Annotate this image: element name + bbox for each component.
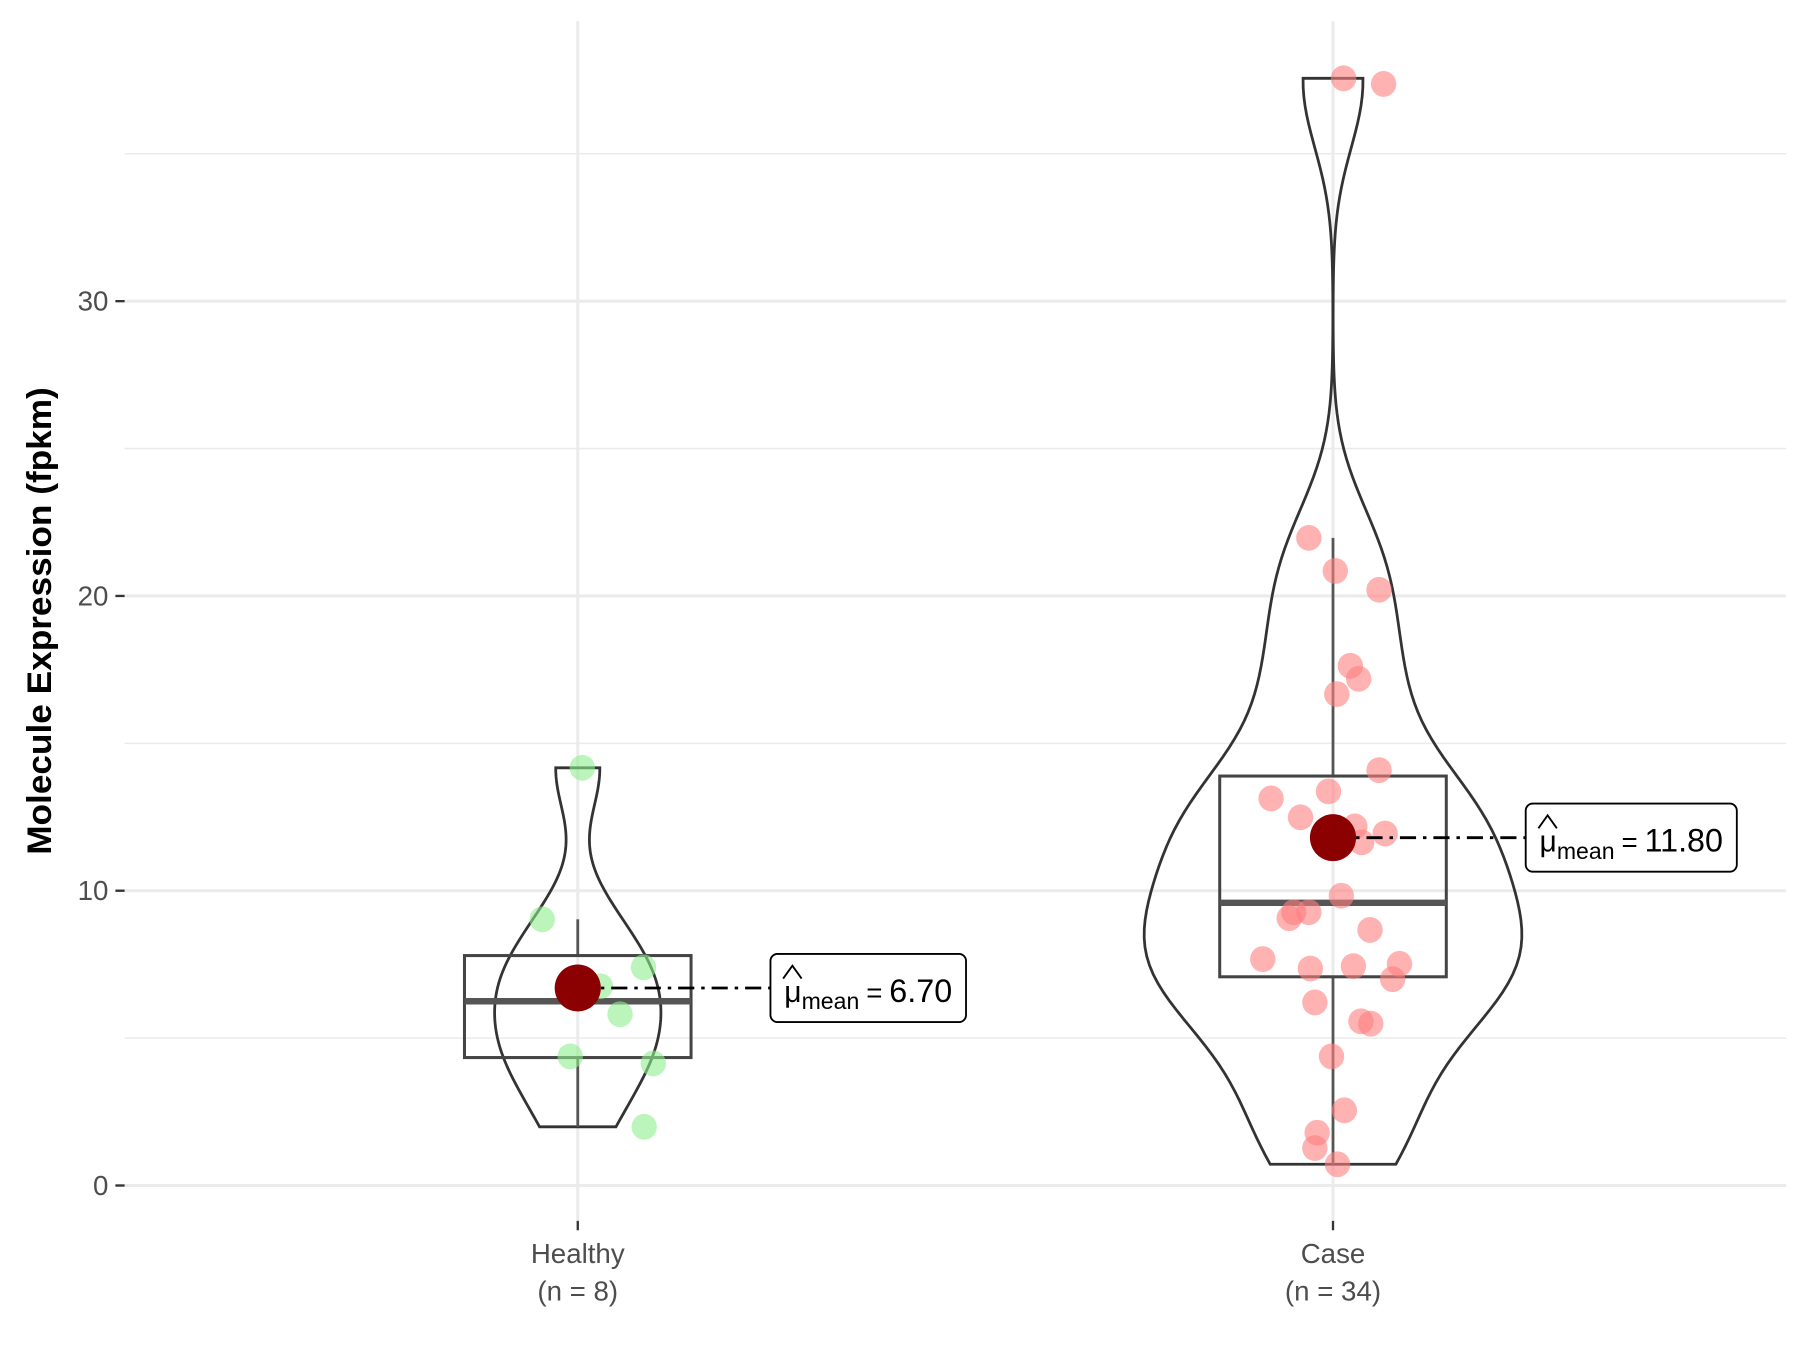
data-point (1372, 820, 1398, 847)
data-point (1302, 1135, 1328, 1161)
x-tick-label: Healthy (531, 1238, 625, 1269)
data-point (1296, 899, 1322, 926)
data-point (1322, 557, 1348, 584)
data-point (640, 1050, 666, 1077)
data-point (1287, 804, 1314, 831)
mean-label-text: μmean = 6.70 (784, 973, 952, 1014)
y-tick-label: 30 (78, 285, 109, 316)
data-point (1276, 905, 1302, 932)
mean-equals: = (1621, 827, 1637, 858)
data-point (1379, 966, 1406, 993)
data-point (557, 1043, 583, 1070)
data-point (1328, 882, 1355, 909)
data-point (1358, 1010, 1384, 1037)
data-point (1302, 989, 1328, 1016)
mean-label: μmean = 6.70 (769, 953, 967, 1023)
y-tick-label: 20 (78, 580, 109, 611)
data-point (1297, 955, 1324, 982)
violin (493, 766, 663, 1129)
data-point (1366, 757, 1392, 784)
data-point (1345, 665, 1372, 692)
mean-value: 11.80 (1645, 822, 1723, 858)
mean-subscript: mean (1557, 838, 1615, 864)
data-point (1366, 576, 1392, 603)
data-point (1357, 917, 1383, 943)
mean-label: μmean = 11.80 (1524, 802, 1738, 873)
data-point (1331, 1097, 1358, 1124)
y-tick-label: 10 (78, 875, 109, 906)
y-tick-label: 0 (93, 1170, 108, 1201)
data-point (1296, 524, 1322, 551)
data-point (529, 906, 555, 933)
data-point (1318, 1043, 1345, 1070)
data-point (1330, 65, 1357, 92)
violin (1142, 76, 1524, 1166)
mean-label-box (1524, 802, 1738, 873)
mean-symbol: μ (1540, 826, 1557, 859)
mean-hat (782, 964, 803, 980)
data-point (1370, 71, 1397, 97)
x-tick-sublabel: (n = 8) (537, 1275, 618, 1306)
data-point (631, 1113, 657, 1140)
mean-subscript: mean (802, 988, 860, 1014)
y-axis-title: Molecule Expression (fpkm) (20, 387, 59, 855)
mean-symbol: μ (784, 976, 801, 1009)
mean-label-box (769, 953, 967, 1023)
mean-hat (1537, 813, 1558, 829)
data-point (607, 1001, 633, 1028)
data-point (1340, 953, 1367, 980)
x-tick-label: Case (1301, 1238, 1366, 1269)
box (1218, 774, 1448, 979)
data-point (1258, 785, 1284, 812)
data-point (1315, 778, 1342, 805)
data-point (1324, 681, 1350, 708)
data-point (1250, 946, 1276, 973)
x-tick-sublabel: (n = 34) (1285, 1275, 1381, 1306)
data-point (1324, 1151, 1351, 1178)
mean-equals: = (866, 977, 882, 1008)
data-point (630, 954, 657, 981)
mean-value: 6.70 (889, 973, 952, 1009)
mean-point (1309, 814, 1357, 862)
mean-point (554, 964, 601, 1012)
mean-label-text: μmean = 11.80 (1540, 822, 1723, 863)
data-point (569, 754, 595, 781)
